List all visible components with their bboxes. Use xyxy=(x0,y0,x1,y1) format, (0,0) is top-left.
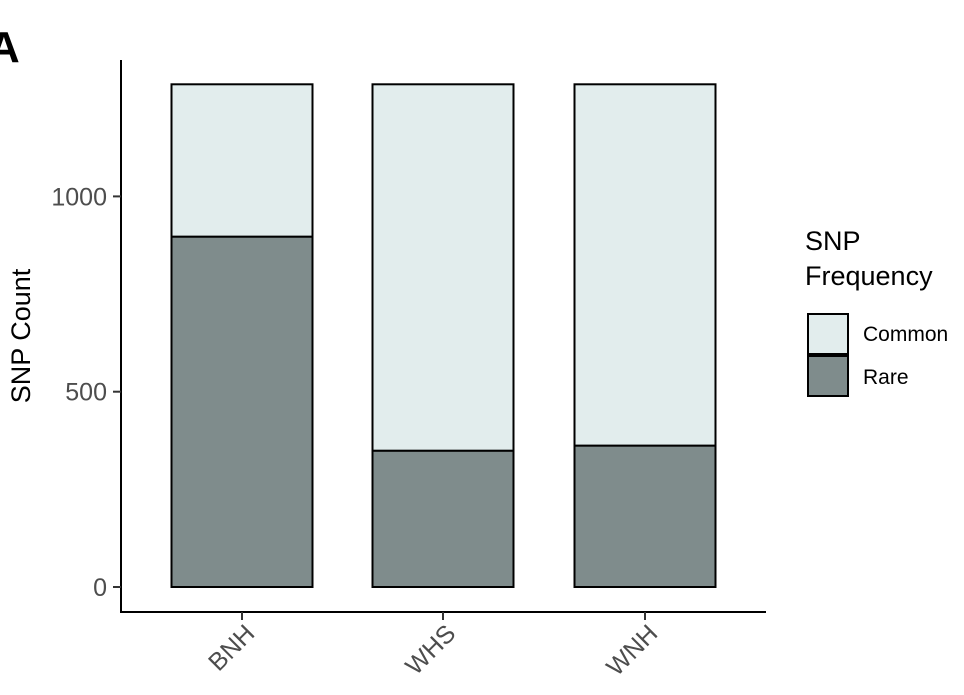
y-tick-label: 0 xyxy=(93,574,107,602)
bar-rare-wnh xyxy=(573,444,717,589)
bar-common-wnh xyxy=(573,83,717,447)
legend-title-line-2: Frequency xyxy=(805,261,933,291)
panel-tag: A xyxy=(0,23,20,72)
y-tick-label: 500 xyxy=(65,379,107,407)
bar-rare-whs xyxy=(371,449,515,588)
legend: SNP Frequency Common Rare xyxy=(805,226,948,397)
y-ticks-group: 0 500 1000 xyxy=(51,183,121,602)
legend-swatch-rare xyxy=(807,355,849,397)
y-axis-title: SNP Count xyxy=(6,268,36,403)
x-tick-label: BNH xyxy=(203,619,260,676)
bar-common-bnh xyxy=(170,83,314,238)
bars-group xyxy=(170,83,717,589)
bar-rare-bnh xyxy=(170,235,314,588)
legend-label-rare: Rare xyxy=(863,366,909,389)
x-tick-label: WNH xyxy=(601,619,663,681)
legend-title-line-1: SNP xyxy=(805,226,861,256)
bar-common-whs xyxy=(371,83,515,452)
x-ticks-group: BNH WHS WNH xyxy=(203,612,663,681)
legend-label-common: Common xyxy=(863,323,948,346)
y-tick-label: 1000 xyxy=(51,183,107,211)
legend-swatch-common xyxy=(807,313,849,355)
x-tick-label: WHS xyxy=(400,619,461,680)
